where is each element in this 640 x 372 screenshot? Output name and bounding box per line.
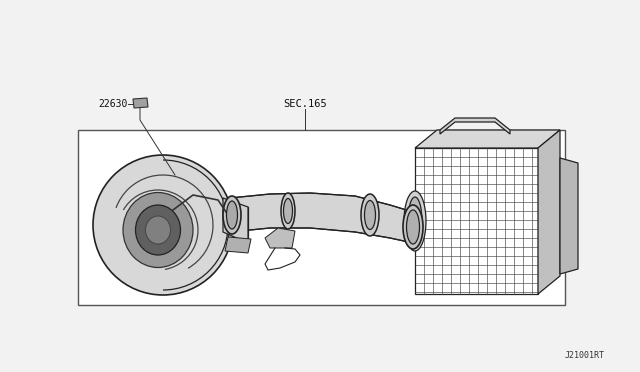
Polygon shape — [538, 130, 560, 294]
Polygon shape — [230, 193, 413, 243]
Text: SEC.165: SEC.165 — [283, 99, 327, 109]
Ellipse shape — [281, 193, 295, 229]
Polygon shape — [415, 130, 560, 148]
Ellipse shape — [223, 196, 241, 234]
Text: J21001RT: J21001RT — [565, 350, 605, 359]
Bar — [415, 148, 538, 294]
Polygon shape — [440, 118, 510, 134]
Ellipse shape — [361, 194, 379, 236]
Ellipse shape — [403, 205, 423, 249]
Ellipse shape — [145, 216, 170, 244]
Ellipse shape — [284, 199, 292, 224]
Circle shape — [93, 155, 233, 295]
Text: 22630: 22630 — [98, 99, 127, 109]
Ellipse shape — [406, 210, 419, 244]
Ellipse shape — [365, 201, 376, 230]
Polygon shape — [265, 228, 295, 248]
Polygon shape — [225, 237, 251, 253]
Ellipse shape — [404, 191, 426, 251]
Ellipse shape — [123, 192, 193, 267]
Bar — [228, 207, 248, 243]
Polygon shape — [133, 98, 148, 108]
Ellipse shape — [136, 205, 180, 255]
Polygon shape — [560, 158, 578, 274]
Polygon shape — [223, 198, 248, 243]
Ellipse shape — [227, 201, 237, 229]
Ellipse shape — [408, 197, 422, 245]
Bar — [78, 130, 565, 305]
